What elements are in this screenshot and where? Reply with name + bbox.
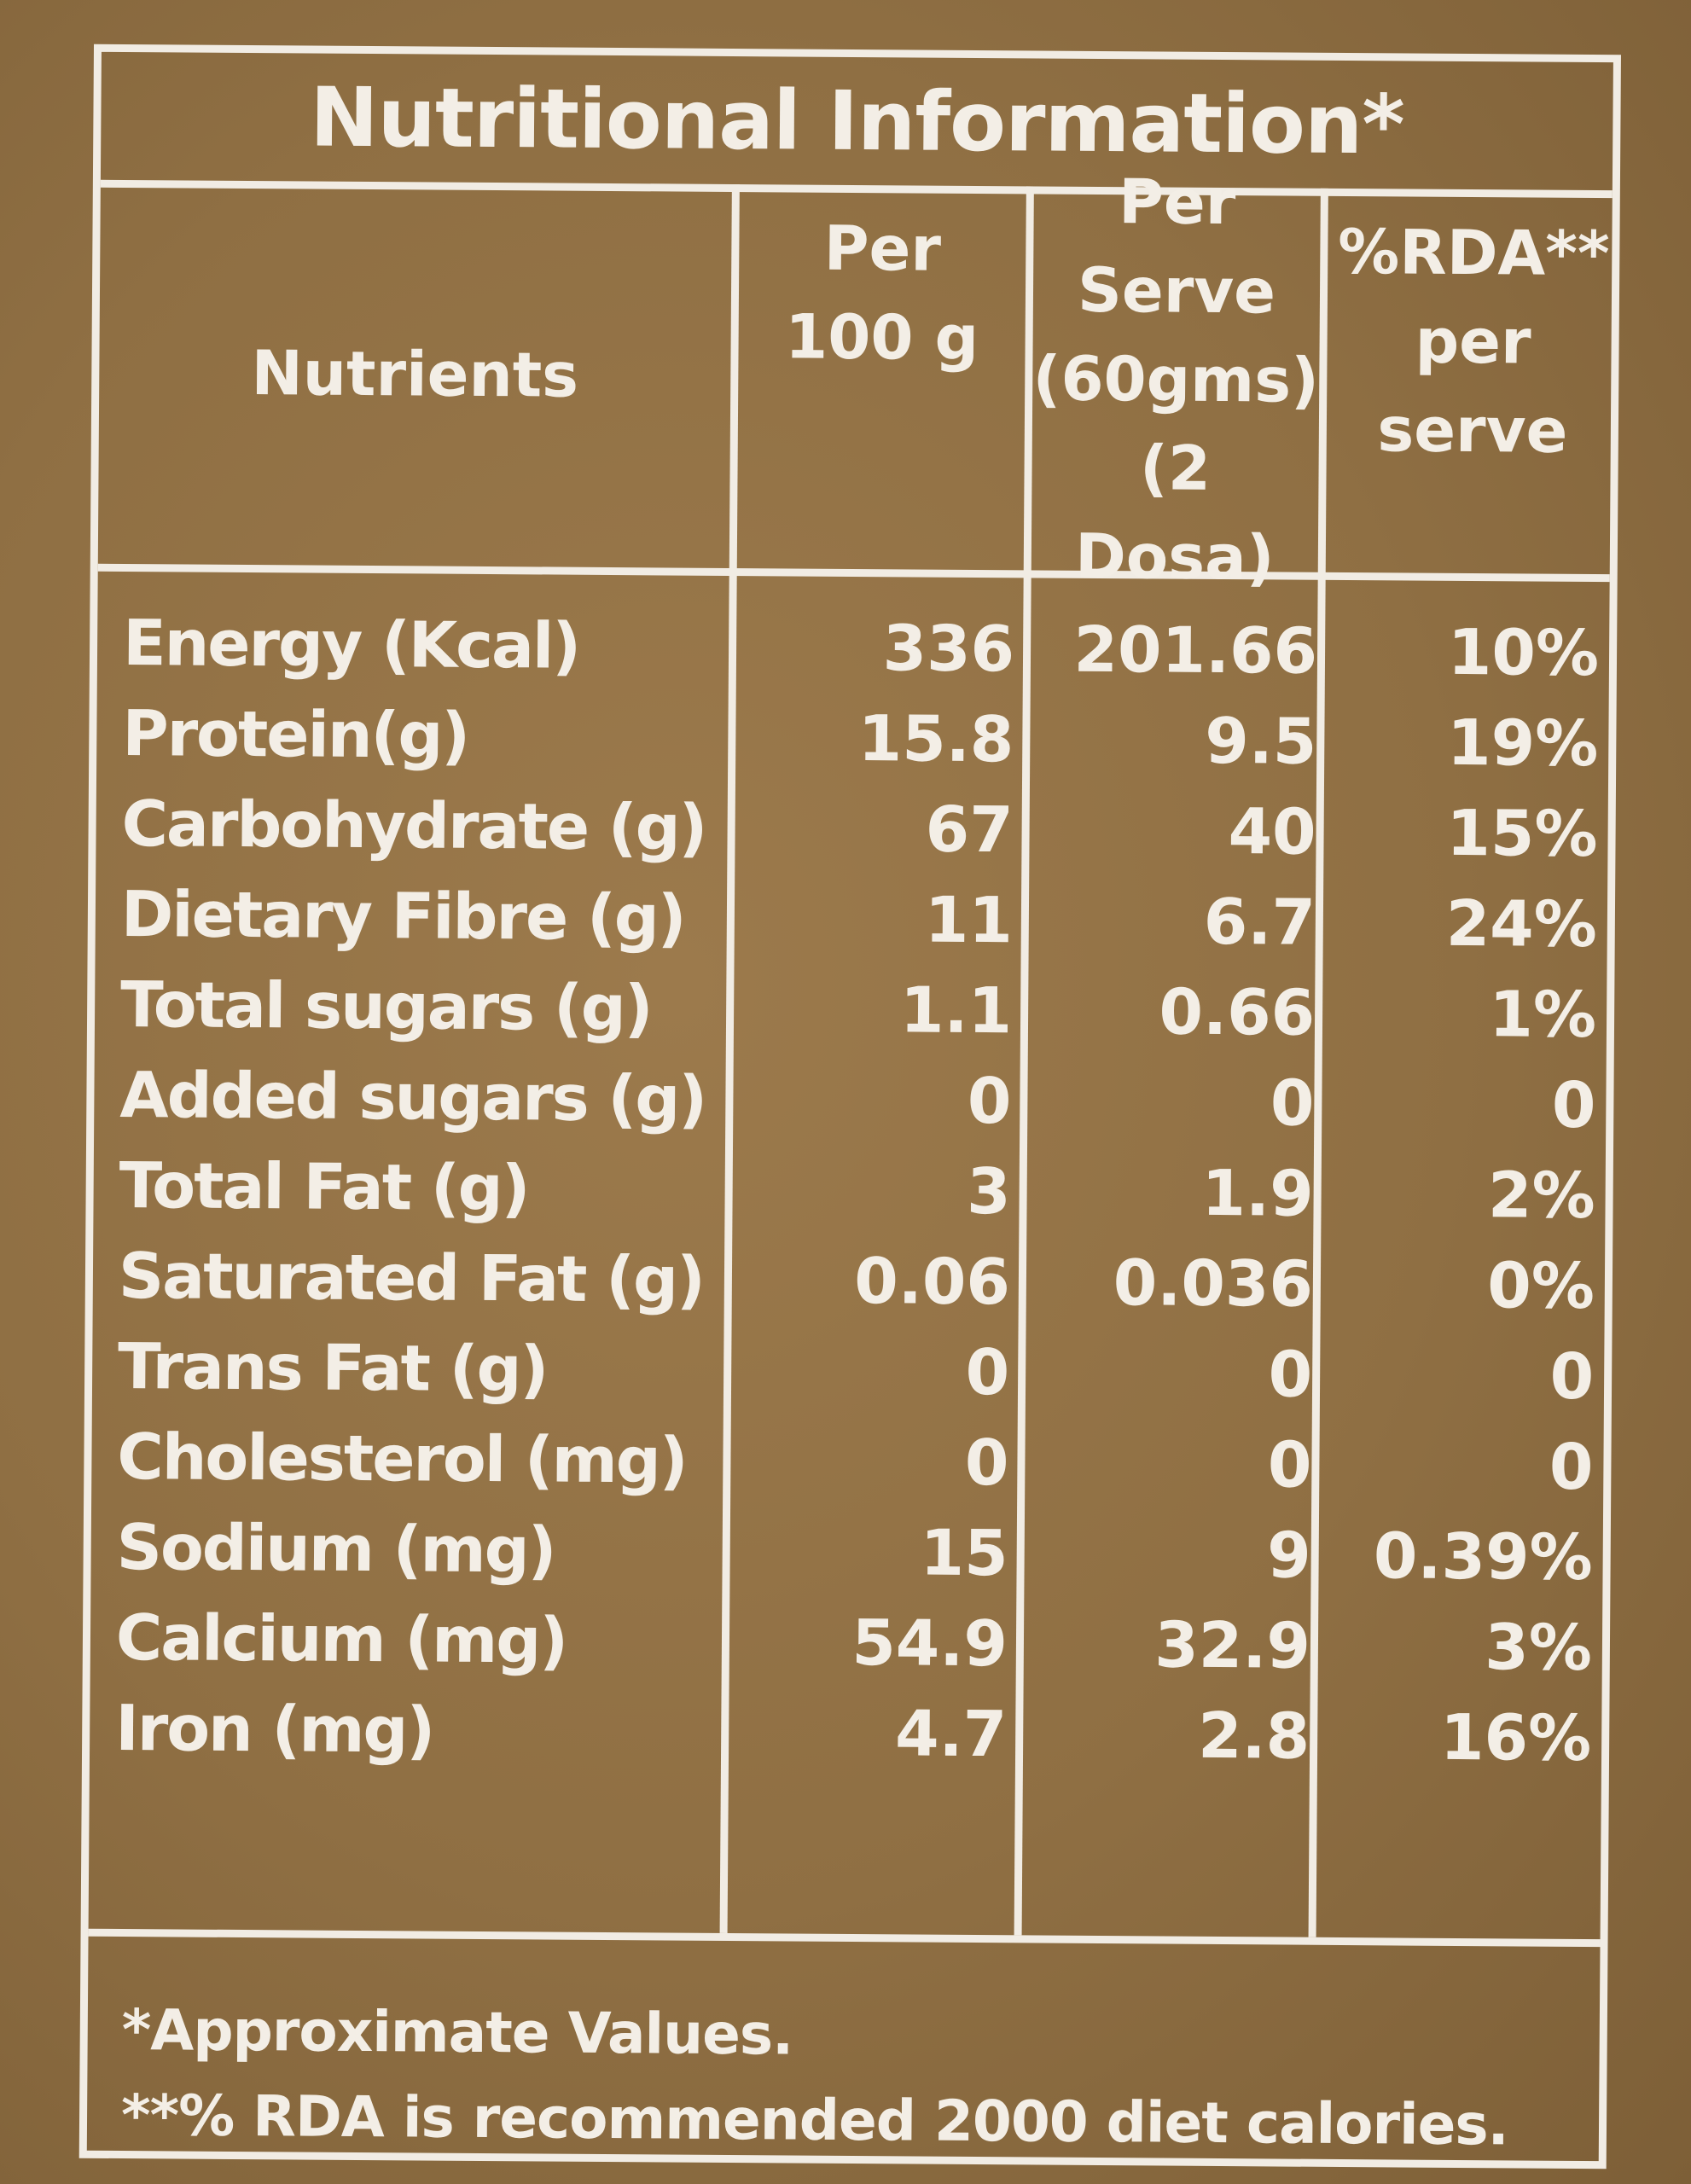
- header-rda: %RDA** per serve: [1326, 189, 1620, 574]
- per-100g-value: 54.9: [851, 1606, 1008, 1682]
- table-row: Trans Fat (g) 0 0 0: [92, 1321, 1605, 1422]
- table-row: Cholesterol (mg) 0 0 0: [91, 1412, 1604, 1513]
- header-nutrients-label: Nutrients: [251, 337, 579, 411]
- table-row: Total sugars (g) 1.1 0.66 1%: [95, 960, 1607, 1060]
- per-100g-value: 15: [920, 1516, 1008, 1591]
- nutrition-label: Nutritional Information* Nutrients Per 1…: [78, 44, 1621, 2169]
- per-100g-value: 67: [925, 793, 1014, 868]
- table-row: Energy (Kcal) 336 201.66 10%: [97, 598, 1610, 699]
- rda-value: 19%: [1446, 706, 1599, 781]
- header-per-serve-line4: (2 Dosa): [1074, 432, 1275, 594]
- rda-value: 24%: [1445, 886, 1598, 962]
- per-100g-value: 3: [966, 1154, 1011, 1229]
- table-row: Saturated Fat (g) 0.06 0.036 0%: [93, 1231, 1606, 1332]
- per-serve-value: 9.5: [1204, 704, 1317, 779]
- header-rda-line2: per: [1415, 305, 1531, 378]
- per-serve-value: 0: [1267, 1428, 1312, 1502]
- per-serve-value: 9: [1266, 1519, 1311, 1593]
- label-title: Nutritional Information*: [100, 51, 1613, 199]
- header-per-serve-line3: (60gms): [1032, 342, 1320, 416]
- nutrient-name: Added sugars (g): [119, 1058, 706, 1136]
- per-100g-value: 0.06: [854, 1245, 1011, 1320]
- header-per-100g-line1: Per: [823, 212, 942, 285]
- table-row: Total Fat (g) 3 1.9 2%: [93, 1141, 1606, 1241]
- table-row: Carbohydrate (g) 67 40 15%: [96, 779, 1608, 880]
- per-100g-value: 336: [882, 612, 1015, 687]
- per-serve-value: 201.66: [1073, 613, 1318, 688]
- nutrient-name: Total sugars (g): [119, 967, 652, 1046]
- rda-value: 16%: [1439, 1700, 1592, 1776]
- rda-value: 0.39%: [1373, 1519, 1593, 1595]
- rda-value: 0: [1551, 1068, 1596, 1143]
- rda-value: 1%: [1489, 978, 1597, 1053]
- rda-value: 10%: [1447, 615, 1600, 691]
- per-serve-value: 0: [1270, 1066, 1315, 1141]
- per-serve-value: 32.9: [1154, 1608, 1311, 1683]
- table-row: Protein(g) 15.8 9.5 19%: [96, 688, 1609, 789]
- table-row: Iron (mg) 4.7 2.8 16%: [90, 1683, 1602, 1784]
- per-100g-value: 15.8: [857, 702, 1014, 777]
- header-per-serve-line1: Per: [1118, 166, 1236, 239]
- nutrient-name: Iron (mg): [114, 1691, 434, 1768]
- per-100g-value: 0: [967, 1064, 1012, 1139]
- header-per-100g-line2: 100 g: [784, 300, 979, 374]
- nutrient-rows: Energy (Kcal) 336 201.66 10% Protein(g) …: [90, 598, 1610, 1784]
- rda-value: 0: [1549, 1339, 1595, 1414]
- table-row: Added sugars (g) 0 0 0: [94, 1050, 1607, 1151]
- header-rda-line3: serve: [1377, 393, 1568, 467]
- per-serve-value: 0.036: [1113, 1246, 1314, 1321]
- per-serve-value: 0: [1268, 1338, 1313, 1412]
- table-row: Sodium (mg) 15 9 0.39%: [90, 1502, 1603, 1603]
- nutrient-name: Energy (Kcal): [122, 607, 580, 683]
- per-serve-value: 1.9: [1201, 1156, 1314, 1231]
- per-100g-value: 4.7: [894, 1697, 1008, 1772]
- nutrient-name: Dietary Fibre (g): [120, 878, 685, 956]
- nutrient-name: Carbohydrate (g): [121, 787, 706, 865]
- nutrient-name: Trans Fat (g): [117, 1329, 548, 1407]
- per-100g-value: 0: [964, 1426, 1009, 1501]
- header-rda-line1: %RDA**: [1337, 215, 1610, 290]
- rda-value: 15%: [1446, 796, 1598, 872]
- per-100g-value: 0: [965, 1335, 1010, 1410]
- per-100g-value: 11: [924, 883, 1014, 958]
- header-per-serve-line2: Serve: [1077, 253, 1276, 328]
- nutrient-name: Cholesterol (mg): [117, 1420, 687, 1498]
- per-serve-value: 6.7: [1203, 885, 1316, 960]
- nutrient-name: Sodium (mg): [116, 1510, 555, 1588]
- per-serve-value: 2.8: [1197, 1699, 1310, 1774]
- rda-value: 2%: [1487, 1159, 1595, 1234]
- rda-value: 3%: [1485, 1611, 1593, 1686]
- rda-value: 0: [1549, 1430, 1594, 1505]
- footnotes: *Approximate Values. **% RDA is recommen…: [86, 1928, 1601, 2162]
- footnote-approximate: *Approximate Values.: [121, 1997, 793, 2068]
- header-nutrients: Nutrients: [98, 180, 732, 568]
- nutrient-name: Saturated Fat (g): [118, 1239, 705, 1317]
- nutrient-name: Total Fat (g): [119, 1148, 529, 1226]
- per-serve-value: 0.66: [1159, 975, 1316, 1050]
- nutrient-name: Calcium (mg): [115, 1600, 567, 1678]
- header-per-serve: Per Serve (60gms) (2 Dosa): [1031, 166, 1321, 593]
- nutrient-name: Protein(g): [122, 697, 469, 773]
- footnote-rda: **% RDA is recommended 2000 diet calorie…: [120, 2082, 1509, 2158]
- per-serve-value: 40: [1228, 795, 1316, 869]
- table-row: Calcium (mg) 54.9 32.9 3%: [90, 1593, 1603, 1693]
- rda-value: 0%: [1486, 1249, 1595, 1324]
- per-100g-value: 1.1: [899, 973, 1013, 1048]
- header-per-100g: Per 100 g: [737, 184, 1026, 570]
- table-row: Dietary Fibre (g) 11 6.7 24%: [96, 869, 1608, 970]
- nutrition-table: Nutrients Per 100 g Per Serve (60gms) (2…: [89, 166, 1613, 1939]
